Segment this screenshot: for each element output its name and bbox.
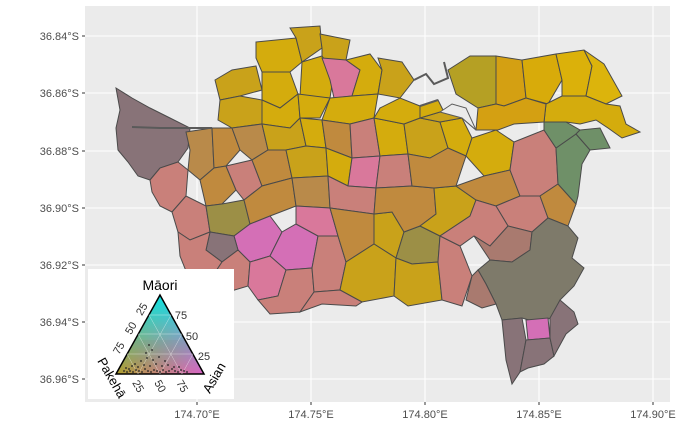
region-nw-2 (255, 37, 303, 73)
legend-tick-right: 25 (198, 351, 210, 363)
legend-tick-left: 50 (123, 320, 140, 337)
legend-tick-left: 25 (134, 301, 151, 318)
legend-tick-right: 75 (175, 310, 187, 322)
axis-ticks (82, 35, 654, 405)
x-tick-label: 174.85°E (516, 409, 561, 421)
legend-tick-bottom: 75 (173, 378, 190, 395)
region-c1 (211, 127, 241, 169)
region-ne-6 (475, 97, 547, 131)
region-cs5 (393, 257, 443, 307)
region-se-magenta (525, 317, 551, 341)
region-nw-6 (217, 95, 263, 129)
region-polygons (115, 25, 642, 386)
legend-tick-right: 50 (186, 331, 198, 343)
x-tick-label: 174.80°E (402, 409, 447, 421)
region-wm6 (347, 155, 381, 189)
y-tick-label: 36.94°S (40, 317, 79, 329)
y-tick-label: 36.86°S (40, 88, 79, 100)
region-ne-5 (543, 95, 642, 139)
region-se-tail (549, 299, 579, 358)
y-tick-label: 36.92°S (40, 260, 79, 272)
region-nw-4 (289, 25, 323, 63)
legend-tick-bottom: 25 (129, 378, 146, 395)
region-wm4 (285, 145, 329, 179)
y-tick-label: 36.84°S (40, 31, 79, 43)
y-tick-label: 36.88°S (40, 146, 79, 158)
water-lines (131, 61, 450, 129)
legend-title: Māori (142, 277, 177, 293)
harbour-bay (438, 103, 477, 131)
region-ne-2 (521, 53, 563, 105)
legend-tick-bottom: 50 (151, 378, 168, 395)
region-ne-1 (495, 55, 527, 107)
region-cs4 (298, 289, 363, 314)
y-tick-label: 36.90°S (40, 203, 79, 215)
region-wm7 (375, 153, 413, 189)
x-tick-label: 174.75°E (288, 409, 333, 421)
region-se-brown (465, 269, 497, 309)
region-nw-8 (297, 93, 331, 119)
ternary-legend: Māori (88, 269, 234, 401)
region-east-green3 (575, 127, 611, 151)
y-axis-labels: 36.84°S 36.86°S 36.88°S 36.90°S 36.92°S … (40, 31, 79, 386)
x-tick-label: 174.70°E (174, 409, 219, 421)
x-tick-label: 174.90°E (630, 409, 675, 421)
legend-data-points (123, 344, 188, 373)
region-sw4 (291, 175, 331, 209)
x-axis-labels: 174.70°E 174.75°E 174.80°E 174.85°E 174.… (174, 409, 675, 421)
legend-tick-left: 75 (111, 340, 128, 357)
y-tick-label: 36.96°S (40, 374, 79, 386)
region-east-3 (407, 147, 467, 189)
